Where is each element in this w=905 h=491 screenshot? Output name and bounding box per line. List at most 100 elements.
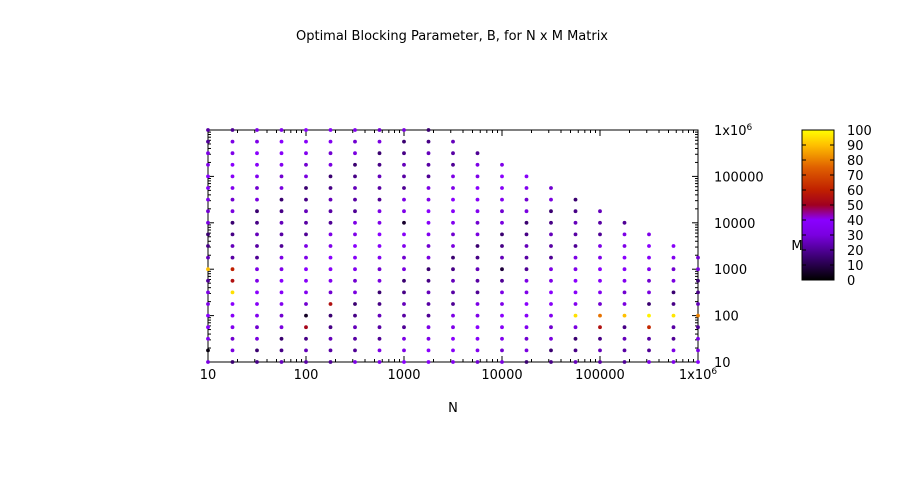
data-point	[377, 232, 382, 237]
data-point	[377, 139, 382, 144]
data-point	[402, 162, 406, 167]
y-tick-label: 10	[714, 356, 731, 371]
data-point	[279, 313, 284, 318]
data-point	[279, 220, 284, 225]
data-point	[328, 139, 333, 144]
data-point	[230, 278, 235, 283]
data-point	[671, 290, 676, 295]
data-point	[377, 255, 382, 260]
data-point	[255, 128, 259, 132]
data-point	[402, 220, 406, 225]
data-point	[353, 232, 357, 237]
data-point	[402, 278, 406, 283]
data-point	[402, 197, 406, 202]
data-point	[451, 267, 455, 272]
data-point	[622, 325, 627, 330]
data-point	[328, 128, 333, 132]
data-point	[475, 162, 480, 167]
data-point	[353, 244, 357, 248]
data-point	[353, 348, 357, 353]
data-point	[402, 360, 406, 364]
data-point	[500, 348, 504, 353]
data-point	[377, 360, 382, 364]
data-point	[426, 174, 431, 179]
data-point	[230, 220, 235, 225]
data-point	[671, 278, 676, 283]
colorbar-tick-label: 0	[847, 274, 855, 289]
data-point	[500, 162, 504, 167]
data-point	[279, 336, 284, 341]
data-point	[622, 232, 627, 237]
y-axis: 10 100 1000 10000 100000 1x106	[208, 123, 764, 371]
data-point	[230, 232, 235, 237]
data-point	[304, 197, 308, 202]
data-point	[524, 209, 529, 214]
data-point	[622, 348, 627, 353]
data-point	[475, 313, 480, 318]
data-point	[206, 220, 210, 225]
data-point	[377, 313, 382, 318]
data-point	[524, 174, 529, 179]
data-point	[230, 336, 235, 341]
data-point	[475, 197, 480, 202]
data-point	[255, 186, 259, 190]
data-point	[279, 255, 284, 260]
data-point	[402, 336, 406, 341]
data-point	[475, 360, 480, 364]
data-point	[255, 255, 259, 260]
data-point	[696, 313, 700, 318]
data-point	[426, 162, 431, 167]
data-point	[206, 278, 210, 283]
data-point	[500, 220, 504, 225]
data-point	[255, 360, 259, 364]
data-point	[426, 325, 431, 330]
data-point	[475, 174, 480, 179]
colorbar-tick-label: 20	[847, 244, 864, 259]
data-point	[328, 162, 333, 167]
x-tick-label: 1x106	[679, 367, 718, 383]
data-point	[573, 220, 578, 225]
data-point	[426, 186, 431, 190]
data-point	[500, 278, 504, 283]
data-point	[426, 128, 431, 132]
data-point	[304, 139, 308, 144]
data-point	[647, 360, 651, 364]
data-point	[500, 360, 504, 364]
data-point	[426, 197, 431, 202]
data-point	[206, 325, 210, 330]
y-tick-label: 1000	[714, 263, 747, 278]
data-point	[402, 186, 406, 190]
data-point	[279, 348, 284, 353]
data-point	[524, 360, 529, 364]
data-point	[451, 290, 455, 295]
data-point	[230, 290, 235, 295]
data-point	[475, 209, 480, 214]
data-point	[647, 290, 651, 295]
colorbar-tick-label: 60	[847, 184, 864, 199]
data-point	[500, 186, 504, 190]
data-point	[377, 348, 382, 353]
data-point	[328, 278, 333, 283]
data-point	[328, 336, 333, 341]
data-point	[353, 209, 357, 214]
data-point	[451, 151, 455, 156]
data-point	[377, 174, 382, 179]
data-point	[353, 220, 357, 225]
data-point	[647, 232, 651, 237]
y-tick-label: 100000	[714, 170, 764, 185]
chart-title: Optimal Blocking Parameter, B, for N x M…	[296, 29, 608, 44]
data-point	[206, 360, 210, 364]
data-point	[426, 278, 431, 283]
data-point	[402, 139, 406, 144]
data-point	[598, 220, 602, 225]
data-point	[573, 348, 578, 353]
data-point	[500, 290, 504, 295]
data-point	[426, 290, 431, 295]
data-point	[524, 220, 529, 225]
data-point	[206, 197, 210, 202]
data-point	[475, 255, 480, 260]
data-point	[451, 313, 455, 318]
data-point	[549, 244, 553, 248]
colorbar-tick-label: 70	[847, 169, 864, 184]
